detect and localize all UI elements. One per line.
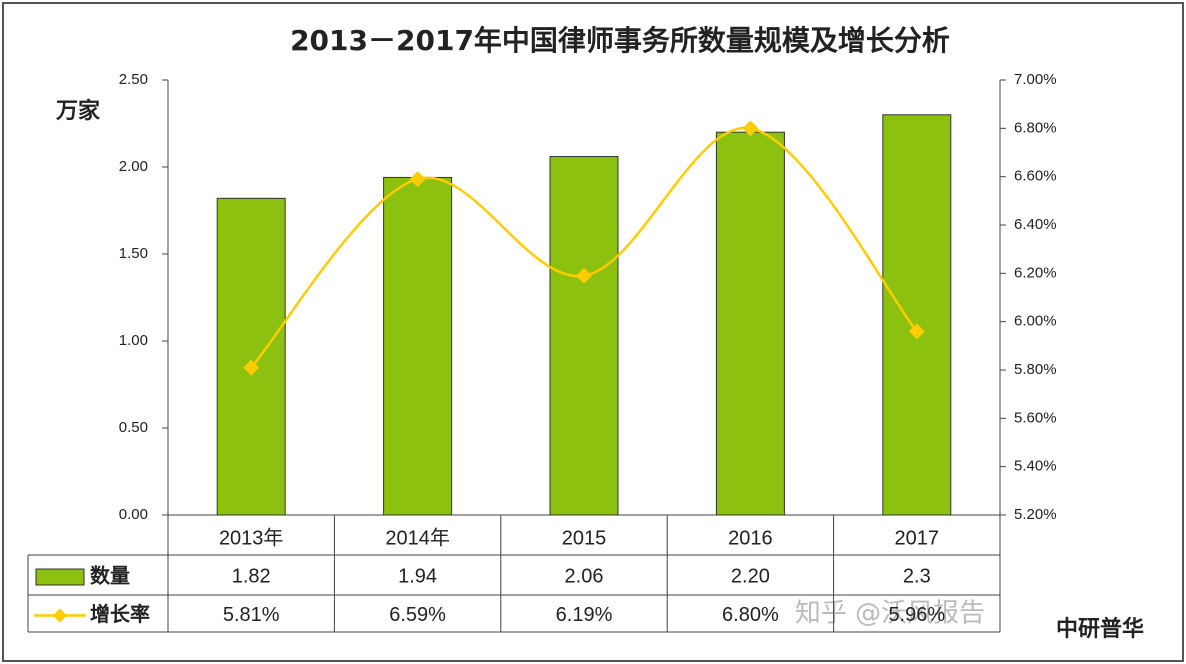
table-value: 6.80% [722,604,779,626]
table-value: 6.59% [389,604,446,626]
y2-tick-label: 7.00% [1014,71,1057,88]
legend-label: 数量 [90,563,130,587]
legend-marker [53,608,67,623]
table-value: 5.81% [223,604,280,626]
bar [882,114,952,516]
y2-tick-label: 6.00% [1014,313,1057,330]
x-tick-label: 2016 [728,527,773,549]
bar [715,131,785,516]
table-value: 1.82 [232,565,271,587]
table-value: 2.06 [565,565,604,587]
bar [383,176,453,516]
y2-tick-label: 6.40% [1014,216,1057,233]
legend-swatch [35,568,85,586]
table-value: 6.19% [556,604,613,626]
y2-tick-label: 6.60% [1014,168,1057,185]
marker [576,267,592,284]
x-tick-label: 2017 [895,527,940,549]
chart-title: 2013－2017年中国律师事务所数量规模及增长分析 [290,24,950,57]
y2-tick-label: 6.80% [1014,119,1057,136]
y2-tick-label: 6.20% [1014,264,1057,281]
table-value: 5.96% [888,604,945,626]
x-tick-label: 2013年 [219,526,284,549]
table-value: 2.20 [731,565,770,587]
y-tick-label: 0.50 [119,419,148,436]
y2-tick-label: 5.20% [1014,506,1057,523]
marker [742,120,759,137]
marker [243,359,260,376]
source: 中研普华 [1056,616,1144,642]
watermark: 知乎 @沃风报告 [795,599,985,629]
marker [409,171,426,188]
x-tick-label: 2014年 [385,526,450,549]
bar [216,197,286,516]
y2-tick-label: 5.60% [1014,409,1057,426]
x-tick-label: 2015 [562,527,607,549]
y2-tick-label: 5.80% [1014,361,1057,378]
y-tick-label: 1.50 [119,245,148,262]
table-value: 1.94 [398,565,437,587]
bar [549,156,619,516]
y-axis-label: 万家 [55,98,101,124]
y-tick-label: 0.00 [119,506,148,523]
y-tick-label: 2.00 [119,158,148,175]
legend-label: 增长率 [90,602,150,626]
y-tick-label: 1.00 [119,332,148,349]
table-value: 2.3 [903,565,931,587]
y2-tick-label: 5.40% [1014,458,1057,475]
marker [908,323,925,340]
y-tick-label: 2.50 [119,71,148,88]
